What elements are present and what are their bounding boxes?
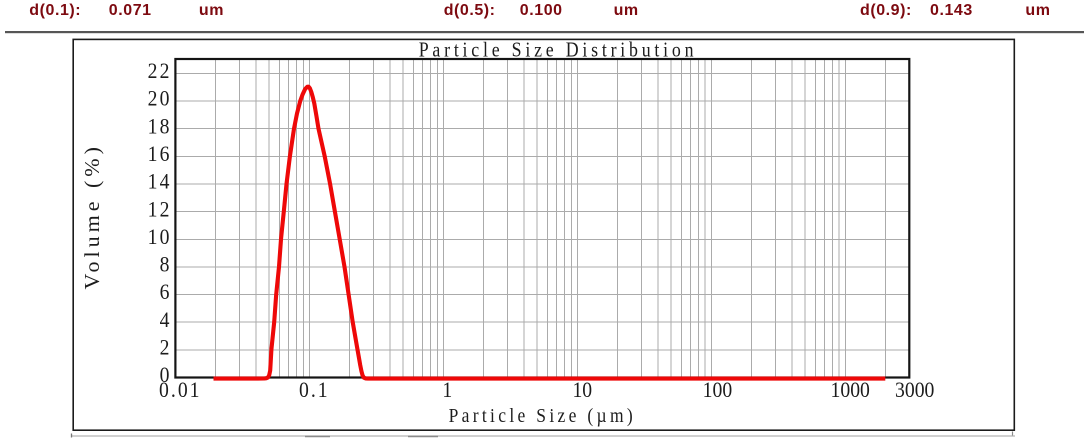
svg-text:d(0.1):: d(0.1): bbox=[29, 2, 81, 19]
svg-text:0.1: 0.1 bbox=[299, 377, 330, 403]
svg-text:Volume (%): Volume (%) bbox=[80, 143, 103, 289]
svg-text:0.143: 0.143 bbox=[930, 2, 973, 19]
svg-text:18: 18 bbox=[148, 113, 172, 139]
svg-text:3000: 3000 bbox=[895, 377, 934, 403]
svg-text:10: 10 bbox=[572, 377, 592, 403]
svg-text:um: um bbox=[199, 2, 224, 19]
svg-text:0.100: 0.100 bbox=[520, 2, 563, 19]
svg-text:Particle Size Distribution: Particle Size Distribution bbox=[419, 39, 698, 62]
svg-text:14: 14 bbox=[148, 168, 172, 194]
svg-text:um: um bbox=[1025, 2, 1050, 19]
svg-text:16: 16 bbox=[148, 141, 172, 167]
svg-text:8: 8 bbox=[160, 251, 172, 277]
svg-text:d(0.9):: d(0.9): bbox=[860, 2, 912, 19]
svg-text:0: 0 bbox=[160, 362, 172, 388]
svg-text:d(0.5):: d(0.5): bbox=[444, 2, 496, 19]
svg-text:um: um bbox=[614, 2, 639, 19]
svg-text:1000: 1000 bbox=[831, 377, 870, 403]
svg-text:Particle Size (µm): Particle Size (µm) bbox=[449, 405, 636, 427]
svg-text:10: 10 bbox=[148, 224, 172, 250]
svg-text:6: 6 bbox=[160, 279, 172, 305]
svg-text:1: 1 bbox=[442, 377, 452, 403]
svg-text:22: 22 bbox=[148, 58, 172, 84]
svg-text:4: 4 bbox=[160, 307, 172, 333]
svg-text:2: 2 bbox=[160, 334, 172, 360]
svg-text:100: 100 bbox=[703, 377, 733, 403]
svg-text:12: 12 bbox=[148, 196, 172, 222]
svg-text:0.071: 0.071 bbox=[109, 2, 152, 19]
svg-text:20: 20 bbox=[148, 85, 172, 111]
svg-text:0.01: 0.01 bbox=[159, 377, 201, 403]
